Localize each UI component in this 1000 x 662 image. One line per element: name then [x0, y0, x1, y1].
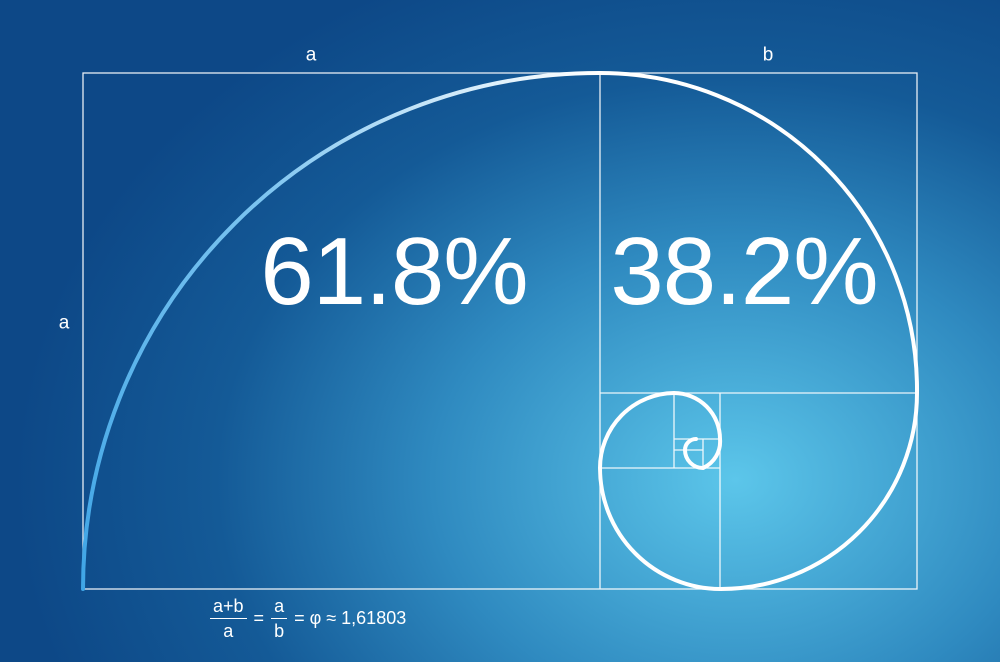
equals-sign: =: [294, 608, 305, 628]
fraction-a-over-b: a b: [271, 596, 288, 641]
fraction-numerator: a+b: [210, 596, 247, 619]
phi-symbol: φ: [309, 608, 322, 628]
percentage-larger: 61.8%: [260, 218, 528, 325]
fraction-denominator: a: [223, 621, 234, 641]
golden-spiral: [597, 71, 920, 592]
golden-rectangle-outline: [82, 72, 918, 590]
fraction-numerator: a: [271, 596, 288, 619]
approx-sign: ≈: [326, 608, 337, 628]
label-top-b: b: [762, 44, 774, 66]
golden-spiral-outer-arc: [81, 70, 602, 591]
golden-grid: [82, 72, 918, 590]
equals-sign: =: [253, 608, 265, 628]
fraction-denominator: b: [274, 621, 285, 641]
label-top-a: a: [305, 44, 317, 66]
golden-ratio-formula: a+b a = a b = φ ≈ 1,61803: [208, 596, 406, 641]
label-side-a: a: [58, 312, 70, 334]
fraction-a-plus-b-over-a: a+b a: [210, 596, 247, 641]
percentage-smaller: 38.2%: [610, 218, 878, 325]
phi-value: 1,61803: [341, 608, 407, 628]
